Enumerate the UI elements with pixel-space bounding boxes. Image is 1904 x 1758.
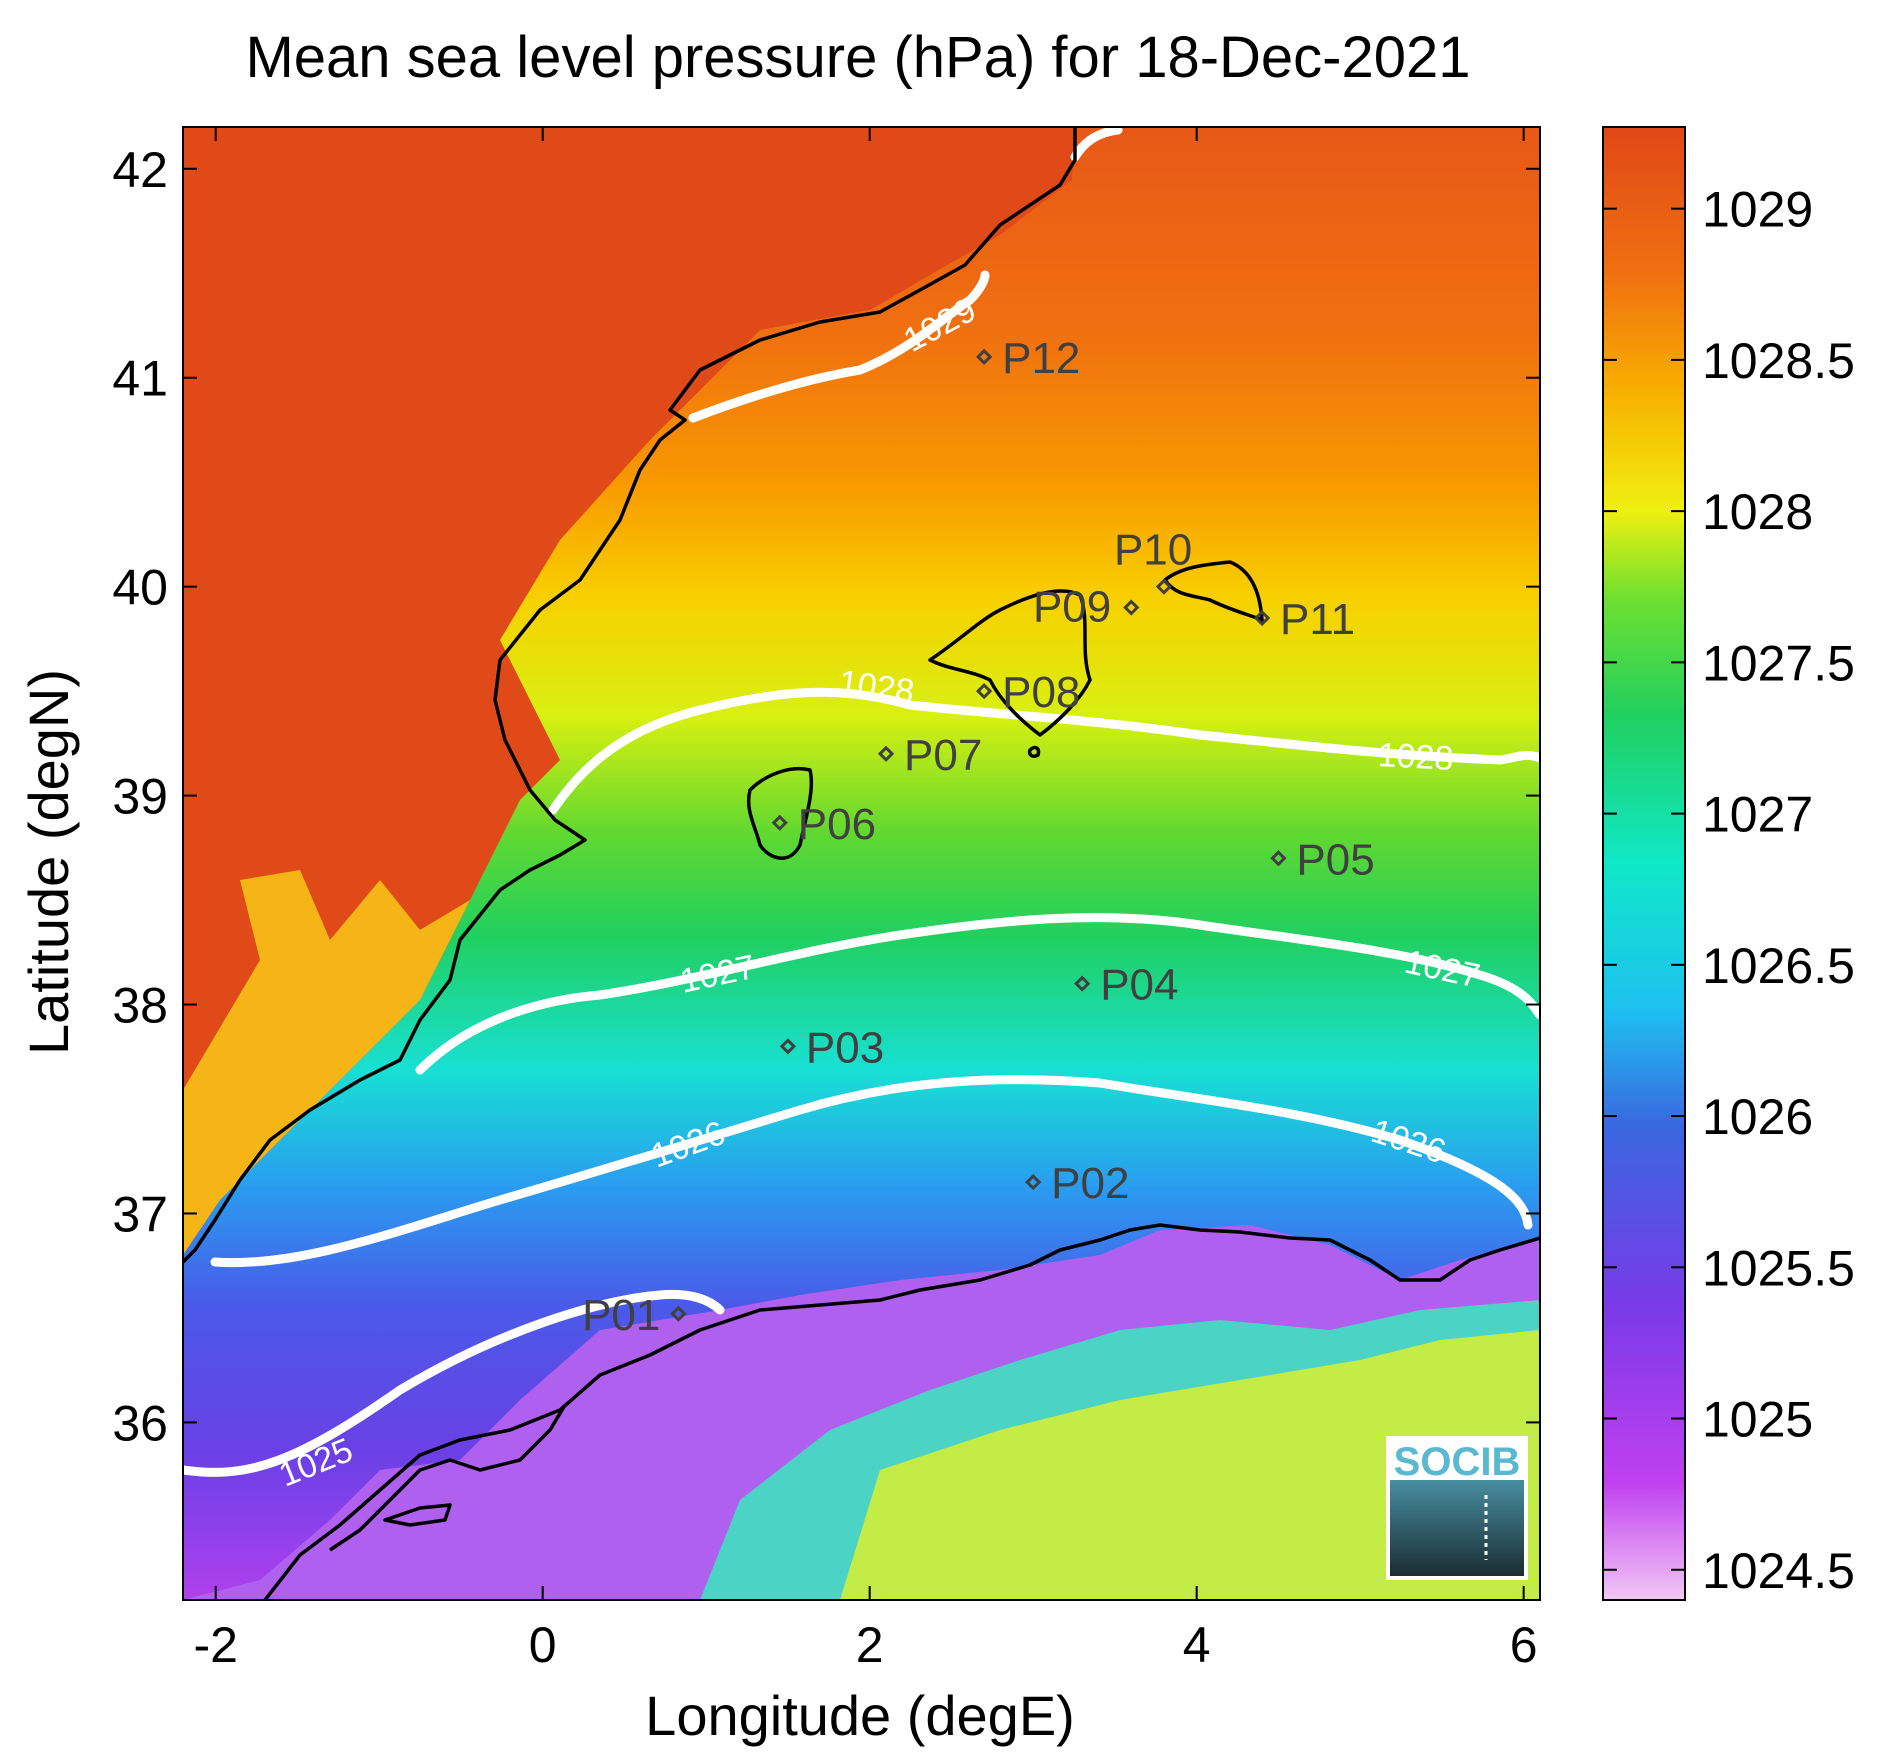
x-tick-label: -2 [193, 1617, 237, 1673]
isobar-1028 [548, 687, 1540, 815]
coast-mallorca [928, 589, 1092, 737]
station-marker [1253, 609, 1271, 627]
colorbar-tick-label: 1029 [1702, 182, 1813, 238]
colorbar [1602, 126, 1686, 1601]
colorbar-tick-label: 1027.5 [1702, 635, 1855, 691]
station-label: P07 [904, 731, 982, 780]
y-tick-label: 38 [112, 978, 168, 1034]
station-label: P10 [1114, 526, 1192, 575]
station-label: P03 [806, 1023, 884, 1072]
coast-africa-west [329, 1404, 567, 1552]
isobar-1029-north [1070, 127, 1123, 162]
colorbar-tick-label: 1026.5 [1702, 938, 1855, 994]
isobars [183, 127, 1540, 1477]
isobar-1029 [688, 270, 990, 423]
station-marker [1270, 850, 1287, 867]
colorbar-tick-label: 1025 [1702, 1392, 1813, 1448]
station-label: P01 [582, 1291, 660, 1340]
socib-logo-text: SOCIB [1394, 1440, 1521, 1484]
colorbar-tick-label: 1027 [1702, 787, 1813, 843]
plot-frame [182, 126, 1541, 1601]
land-africa-uplands [840, 1330, 1540, 1600]
coastlines [183, 127, 1540, 1600]
colorbar-tick-label: 1026 [1702, 1089, 1813, 1145]
station-marker [1155, 578, 1173, 595]
contour-label-1028-east: 1028 [1377, 736, 1455, 778]
colorbar-tick-label: 1028.5 [1702, 333, 1855, 389]
station-marker [1025, 1174, 1042, 1191]
y-tick-label: 37 [112, 1186, 168, 1242]
colorbar-tick-label: 1025.5 [1702, 1240, 1855, 1296]
coast-iberia [183, 127, 1077, 1264]
station-marker [670, 1305, 687, 1322]
x-axis: -2 0 2 4 6 [193, 127, 1538, 1673]
x-tick-label: 2 [856, 1617, 884, 1673]
station-label: P12 [1002, 334, 1080, 383]
station-marker [975, 683, 993, 700]
station-marker [1123, 599, 1140, 616]
coast-alboran-isle [383, 1503, 452, 1527]
x-tick-label: 0 [529, 1617, 557, 1673]
station-marker [779, 1038, 797, 1055]
station-marker [771, 814, 788, 831]
chart-title: Mean sea level pressure (hPa) for 18-Dec… [245, 25, 1470, 90]
station-label: P06 [798, 800, 876, 849]
socib-logo-header [1388, 1438, 1526, 1480]
station-label: P04 [1100, 961, 1178, 1010]
y-tick-label: 39 [112, 769, 168, 825]
isobar-1025 [183, 1289, 725, 1477]
y-axis-label: Latitude (degN) [17, 669, 80, 1055]
colorbar-tick-label: 1028 [1702, 484, 1813, 540]
x-tick-label: 4 [1183, 1617, 1211, 1673]
y-axis: 36 37 38 39 40 41 42 [112, 142, 1540, 1451]
y-tick-label: 40 [112, 560, 168, 616]
y-tick-label: 41 [112, 351, 168, 407]
x-tick-label: 6 [1510, 1617, 1538, 1673]
station-marker [877, 745, 895, 762]
station-label: P05 [1296, 835, 1374, 884]
coast-ibiza [747, 767, 814, 860]
isobar-1027 [415, 913, 1540, 1075]
station-label: P11 [1280, 595, 1355, 644]
coast-africa [263, 1223, 1540, 1600]
station-marker [975, 348, 993, 365]
station-label: P09 [1033, 583, 1111, 632]
y-tick-label: 36 [112, 1395, 168, 1451]
station-marker [1074, 975, 1091, 992]
plot-area: 1025 1026 1026 1027 1027 1028 1028 1029 … [183, 127, 1540, 1600]
socib-logo: SOCIB [1386, 1436, 1528, 1580]
coast-menorca [1163, 560, 1264, 622]
x-axis-label: Longitude (degE) [645, 1684, 1075, 1747]
station-label: P08 [1002, 668, 1080, 717]
station-label: P02 [1051, 1159, 1129, 1208]
colorbar-tick-label: 1024.5 [1702, 1543, 1855, 1599]
y-tick-label: 42 [112, 142, 168, 198]
isobar-1026 [210, 1075, 1533, 1268]
colorbar-ticks: 1024.5 1025 1025.5 1026 1026.5 1027 1027.5 1028… [1603, 182, 1855, 1599]
coast-cabrera [1027, 745, 1041, 758]
